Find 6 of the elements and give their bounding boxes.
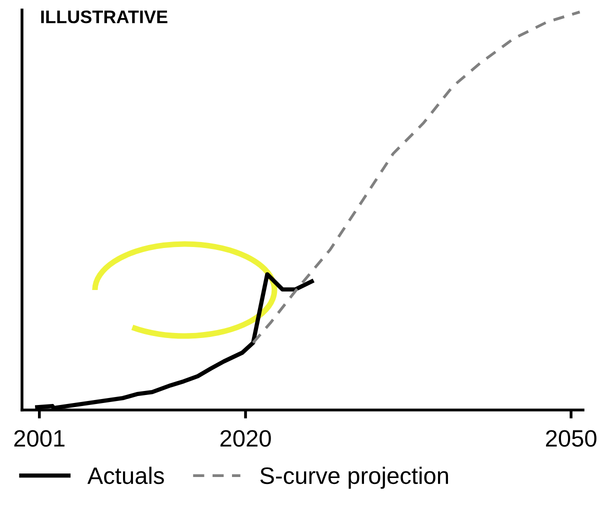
- legend-label: S-curve projection: [260, 466, 448, 489]
- x-tick-label: 2050: [546, 430, 596, 447]
- x-tick-label: 2001: [14, 430, 64, 447]
- legend-label: Actuals: [87, 466, 164, 484]
- annotation: ILLUSTRATIVE: [41, 10, 168, 24]
- x-tick-label: 2020: [220, 430, 271, 447]
